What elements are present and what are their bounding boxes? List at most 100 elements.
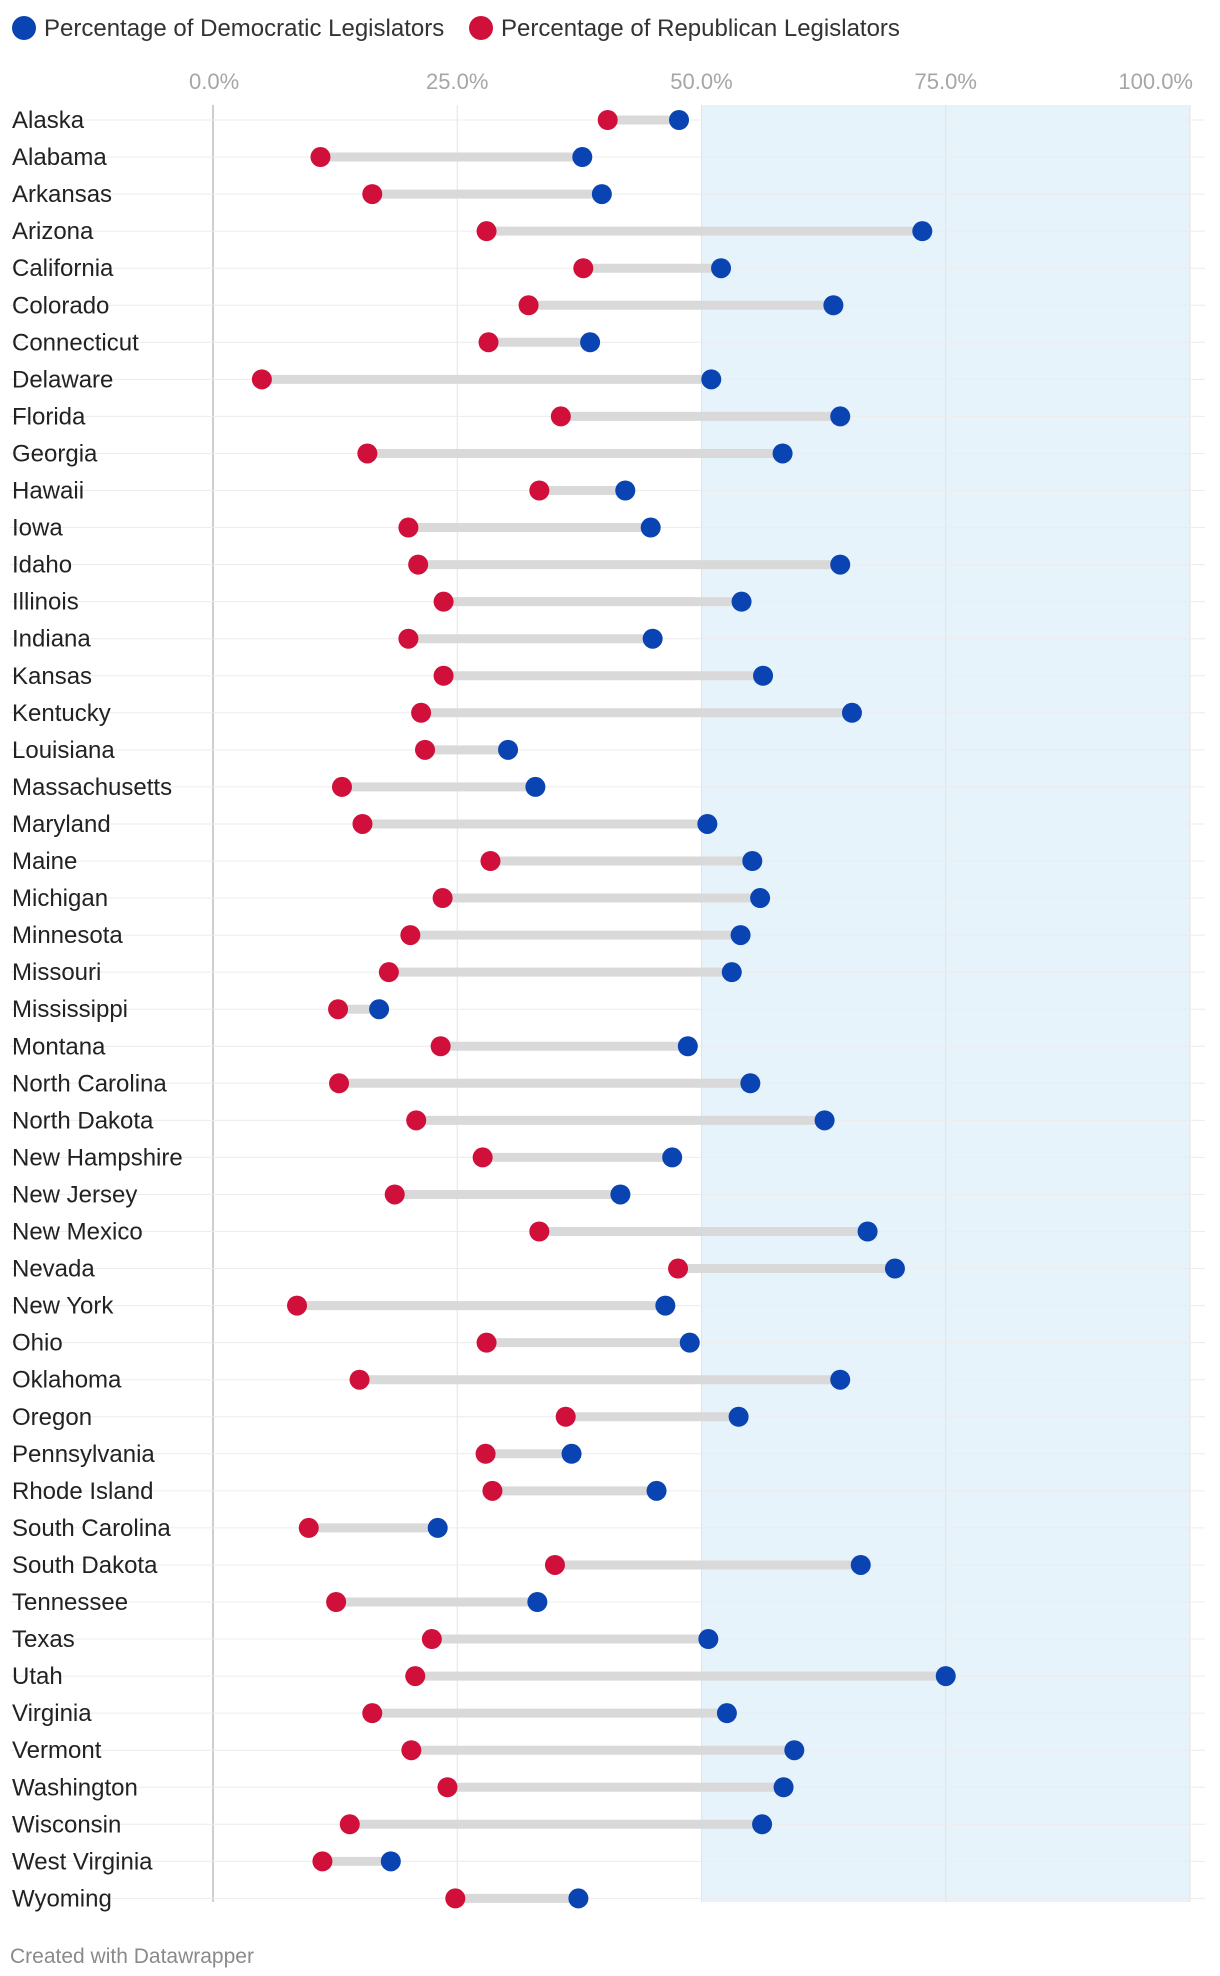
republican-dot (398, 628, 419, 649)
state-row: Georgia (10, 440, 1205, 467)
democratic-dot (610, 1184, 631, 1205)
democratic-dot (935, 1666, 956, 1687)
state-row: Nevada (10, 1256, 1205, 1283)
state-label: North Dakota (12, 1107, 154, 1134)
democratic-dot (701, 369, 722, 390)
state-label: Ohio (12, 1330, 63, 1357)
state-row: Maine (10, 848, 1205, 875)
state-label: New Mexico (12, 1219, 143, 1246)
state-label: Idaho (12, 552, 72, 579)
democratic-dot (561, 1443, 582, 1464)
state-label: Massachusetts (12, 774, 172, 801)
state-row: Michigan (10, 885, 1205, 912)
state-label: South Dakota (12, 1552, 158, 1579)
state-label: Indiana (12, 626, 91, 653)
republican-dot (251, 369, 272, 390)
state-row: Arkansas (10, 181, 1205, 208)
state-row: Ohio (10, 1330, 1205, 1357)
state-label: Oklahoma (12, 1367, 122, 1394)
republican-dot (401, 1740, 422, 1761)
state-label: South Carolina (12, 1515, 171, 1542)
republican-dot (378, 962, 399, 983)
state-row: Virginia (10, 1700, 1205, 1727)
state-label: New Hampshire (12, 1144, 183, 1171)
state-row: South Dakota (10, 1552, 1205, 1579)
republican-dot (529, 480, 550, 501)
republican-dot (668, 1258, 689, 1279)
democratic-dot (677, 1036, 698, 1057)
democratic-dot (697, 813, 718, 834)
republican-dot (482, 1480, 503, 1501)
democratic-dot (716, 1703, 737, 1724)
state-row: Texas (10, 1626, 1205, 1653)
state-row: California (10, 255, 1205, 282)
state-row: Tennessee (10, 1589, 1205, 1616)
state-row: New Hampshire (10, 1144, 1205, 1171)
republican-dot (475, 1443, 496, 1464)
state-row: Iowa (10, 515, 1205, 542)
republican-dot (331, 776, 352, 797)
republican-dot (478, 332, 499, 353)
state-row: Montana (10, 1033, 1205, 1060)
democratic-dot (698, 1629, 719, 1650)
democratic-dot (850, 1554, 871, 1575)
democratic-dot (830, 406, 851, 427)
republican-dot (415, 739, 436, 760)
democratic-dot (773, 1777, 794, 1798)
democratic-dot (615, 480, 636, 501)
state-label: Alaska (12, 107, 85, 134)
democratic-dot (380, 1851, 401, 1872)
state-row: Maryland (10, 811, 1205, 838)
state-row: Wisconsin (10, 1811, 1205, 1838)
state-label: Louisiana (12, 737, 115, 764)
democratic-dot (830, 554, 851, 575)
state-label: Florida (12, 403, 86, 430)
republican-dot (287, 1295, 308, 1316)
x-tick-label: 25.0% (426, 69, 488, 94)
state-label: Washington (12, 1774, 138, 1801)
republican-dot (573, 258, 594, 279)
state-label: Virginia (12, 1700, 92, 1727)
state-label: Pennsylvania (12, 1441, 155, 1468)
democratic-dot (857, 1221, 878, 1242)
state-label: Oregon (12, 1404, 92, 1431)
democratic-dot (669, 110, 690, 130)
state-row: Wyoming (10, 1885, 1205, 1912)
democratic-dot (679, 1332, 700, 1353)
state-label: Rhode Island (12, 1478, 153, 1505)
democratic-dot (728, 1406, 749, 1427)
republican-dot (433, 665, 454, 686)
state-rows: Alaska Alabama Arkansas Arizona California Co… (10, 107, 1205, 1912)
state-row: Idaho (10, 552, 1205, 579)
republican-dot (476, 1332, 497, 1353)
democratic-dot (841, 702, 862, 723)
democratic-dot (784, 1740, 805, 1761)
state-row: Kansas (10, 663, 1205, 690)
democratic-dot (721, 962, 742, 983)
republican-dot (408, 554, 429, 575)
state-row: Oregon (10, 1404, 1205, 1431)
democratic-dot (772, 443, 793, 464)
republican-dot (362, 1703, 383, 1724)
republican-dot (555, 1406, 576, 1427)
legend-democratic-label: Percentage of Democratic Legislators (44, 15, 444, 42)
state-row: Massachusetts (10, 774, 1205, 801)
state-label: Illinois (12, 589, 79, 616)
state-row: Alabama (10, 144, 1205, 171)
republican-dot (406, 1110, 427, 1131)
republican-dot (384, 1184, 405, 1205)
state-row: Indiana (10, 626, 1205, 653)
state-label: New York (12, 1293, 114, 1320)
state-label: Arkansas (12, 181, 112, 208)
republican-dot (430, 1036, 451, 1057)
state-label: Kentucky (12, 700, 111, 727)
state-row: Pennsylvania (10, 1441, 1205, 1468)
democratic-dot (572, 147, 593, 168)
state-row: South Carolina (10, 1515, 1205, 1542)
state-label: Connecticut (12, 329, 139, 356)
republican-dot (362, 184, 383, 205)
democratic-dot (369, 999, 390, 1020)
democratic-dot (427, 1517, 448, 1538)
republican-dot (326, 1592, 347, 1612)
